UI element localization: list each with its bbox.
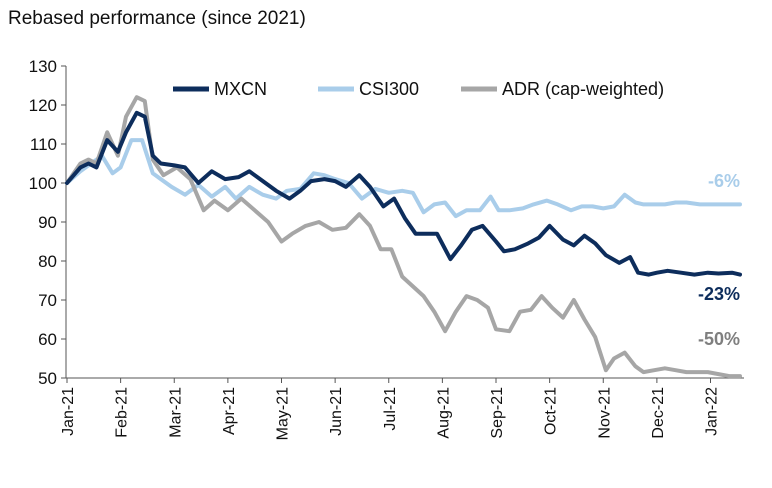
y-ticks: 50 60 70 80 90 100 110 120 130 xyxy=(29,57,66,388)
chart-axes xyxy=(65,66,744,379)
series-line-mxcn xyxy=(65,110,742,277)
end-labels: -23% -6% -50% xyxy=(698,171,740,349)
chart-title: Rebased performance (since 2021) xyxy=(8,8,306,29)
legend-entry: MXCN xyxy=(214,79,267,99)
x-tick-label: Feb-21 xyxy=(114,387,131,438)
y-tick-label: 60 xyxy=(38,330,57,349)
x-tick-label: Dec-21 xyxy=(650,387,667,439)
series-end-label: -50% xyxy=(698,329,740,349)
x-tick-label: Aug-21 xyxy=(435,387,452,439)
x-tick-label: Mar-21 xyxy=(167,387,184,438)
x-tick-label: Apr-21 xyxy=(221,387,238,435)
y-tick-label: 70 xyxy=(38,291,57,310)
x-tick-label: May-21 xyxy=(275,387,292,440)
y-tick-label: 100 xyxy=(29,174,57,193)
y-tick-label: 80 xyxy=(38,252,57,271)
x-tick-label: Jan-22 xyxy=(704,387,721,436)
x-tick-label: Jun-21 xyxy=(328,387,345,436)
x-ticks: Jan-21 Feb-21 Mar-21 Apr-21 May-21 Jun-21 Jul-… xyxy=(60,378,721,440)
series-end-label: -23% xyxy=(698,284,740,304)
y-tick-label: 50 xyxy=(38,369,57,388)
x-tick-label: Oct-21 xyxy=(543,387,560,435)
legend-entry: CSI300 xyxy=(359,79,419,99)
series-line-adr-cap-weighted xyxy=(65,95,742,379)
x-tick-label: Jan-21 xyxy=(60,387,77,436)
series-end-label: -6% xyxy=(708,171,740,191)
x-tick-label: Jul-21 xyxy=(382,387,399,431)
y-tick-label: 130 xyxy=(29,57,57,76)
x-tick-label: Sep-21 xyxy=(489,387,506,439)
x-tick-label: Nov-21 xyxy=(596,387,613,439)
y-tick-label: 120 xyxy=(29,96,57,115)
legend-entry: ADR (cap-weighted) xyxy=(502,79,664,99)
series-line-csi300 xyxy=(65,138,742,219)
series-group xyxy=(65,95,742,379)
legend: MXCN CSI300 ADR (cap-weighted) xyxy=(173,79,664,99)
y-tick-label: 110 xyxy=(30,135,57,154)
y-tick-label: 90 xyxy=(38,213,57,232)
